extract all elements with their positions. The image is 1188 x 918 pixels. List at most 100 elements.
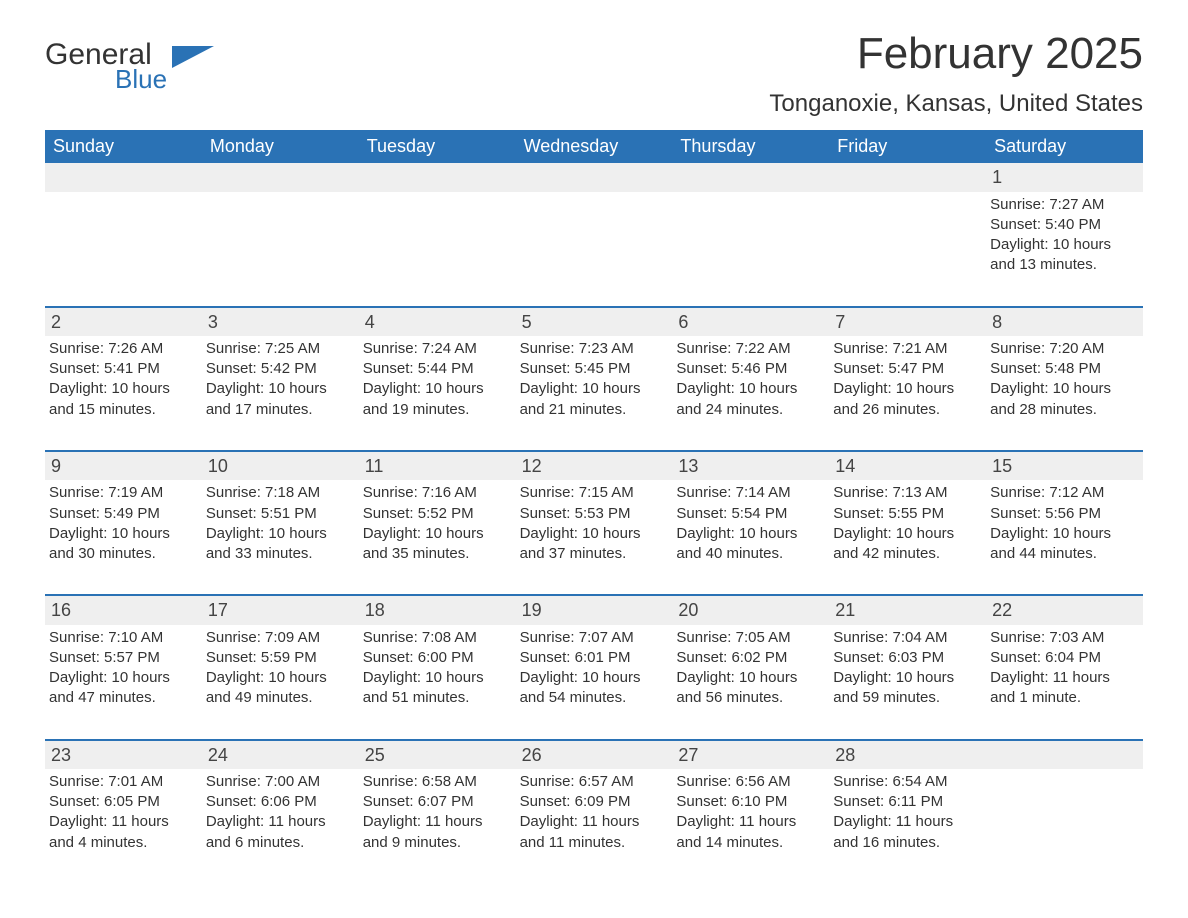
day2-line: and 37 minutes. [520,544,667,564]
sunrise-line: Sunrise: 7:15 AM [520,483,667,503]
day-cell: 27Sunrise: 6:56 AMSunset: 6:10 PMDayligh… [672,741,829,857]
day2-line: and 15 minutes. [49,400,196,420]
calendar: Sunday Monday Tuesday Wednesday Thursday… [45,130,1143,856]
day2-line: and 13 minutes. [990,255,1137,275]
day2-line: and 47 minutes. [49,688,196,708]
flag-icon [172,46,214,74]
sunset-line: Sunset: 5:54 PM [676,504,823,524]
day-number: 25 [359,741,516,769]
day2-line: and 19 minutes. [363,400,510,420]
day-number: 22 [986,596,1143,624]
day-cell: 25 Sunrise: 6:58 AMSunset: 6:07 PMDayligh… [359,741,516,857]
sunset-line: Sunset: 5:56 PM [990,504,1137,524]
day1-line: Daylight: 10 hours [833,379,980,399]
day2-line: and 4 minutes. [49,833,196,853]
day-cell: 13Sunrise: 7:14 AMSunset: 5:54 PMDayligh… [672,452,829,568]
day-number: 23 [45,741,202,769]
day-number [986,741,1143,769]
day1-line: Daylight: 10 hours [990,379,1137,399]
day1-line: Daylight: 10 hours [990,235,1137,255]
day-cell: 7Sunrise: 7:21 AMSunset: 5:47 PMDaylight… [829,308,986,424]
day-cell: 15Sunrise: 7:12 AMSunset: 5:56 PMDayligh… [986,452,1143,568]
day-number: 4 [359,308,516,336]
weekday-label: Thursday [672,130,829,163]
week-row: 9Sunrise: 7:19 AMSunset: 5:49 PMDaylight… [45,450,1143,568]
day1-line: Daylight: 10 hours [206,668,353,688]
sunrise-line: Sunrise: 7:24 AM [363,339,510,359]
sunset-line: Sunset: 5:44 PM [363,359,510,379]
header: General Blue February 2025 Tonganoxie, K… [45,30,1143,118]
sunset-line: Sunset: 6:10 PM [676,792,823,812]
sunrise-line: Sunrise: 7:14 AM [676,483,823,503]
day2-line: and 54 minutes. [520,688,667,708]
day-cell: 18Sunrise: 7:08 AMSunset: 6:00 PMDayligh… [359,596,516,712]
day-cell: 3Sunrise: 7:25 AMSunset: 5:42 PMDaylight… [202,308,359,424]
day1-line: Daylight: 10 hours [49,379,196,399]
sunrise-line: Sunrise: 7:08 AM [363,628,510,648]
day2-line: and 49 minutes. [206,688,353,708]
day2-line: and 59 minutes. [833,688,980,708]
day-number [829,163,986,191]
weekday-label: Monday [202,130,359,163]
day2-line: and 35 minutes. [363,544,510,564]
day-number: 26 [516,741,673,769]
day-cell: 10Sunrise: 7:18 AMSunset: 5:51 PMDayligh… [202,452,359,568]
sunset-line: Sunset: 6:07 PM [363,792,510,812]
sunset-line: Sunset: 6:01 PM [520,648,667,668]
day-cell: 2Sunrise: 7:26 AMSunset: 5:41 PMDaylight… [45,308,202,424]
day1-line: Daylight: 10 hours [990,524,1137,544]
day1-line: Daylight: 11 hours [363,812,510,832]
day2-line: and 16 minutes. [833,833,980,853]
sunset-line: Sunset: 6:11 PM [833,792,980,812]
day-number [202,163,359,191]
day-cell: 23Sunrise: 7:01 AMSunset: 6:05 PMDayligh… [45,741,202,857]
week-row: 1Sunrise: 7:27 AMSunset: 5:40 PMDaylight… [45,163,1143,279]
sunrise-line: Sunrise: 6:58 AM [363,772,510,792]
day-number: 17 [202,596,359,624]
day-number: 15 [986,452,1143,480]
day-number [516,163,673,191]
sunset-line: Sunset: 5:46 PM [676,359,823,379]
day-cell [986,741,1143,857]
sunrise-line: Sunrise: 7:19 AM [49,483,196,503]
day-number: 16 [45,596,202,624]
day-number: 5 [516,308,673,336]
sunset-line: Sunset: 5:59 PM [206,648,353,668]
sunrise-line: Sunrise: 7:07 AM [520,628,667,648]
day1-line: Daylight: 10 hours [363,668,510,688]
day-number [672,163,829,191]
weekday-label: Sunday [45,130,202,163]
day1-line: Daylight: 11 hours [676,812,823,832]
day-cell: 20Sunrise: 7:05 AMSunset: 6:02 PMDayligh… [672,596,829,712]
sunset-line: Sunset: 6:05 PM [49,792,196,812]
sunset-line: Sunset: 6:00 PM [363,648,510,668]
day-cell: 28Sunrise: 6:54 AMSunset: 6:11 PMDayligh… [829,741,986,857]
day-number: 24 [202,741,359,769]
day-number: 12 [516,452,673,480]
sunrise-line: Sunrise: 7:21 AM [833,339,980,359]
day-cell: 1Sunrise: 7:27 AMSunset: 5:40 PMDaylight… [986,163,1143,279]
sunrise-line: Sunrise: 7:00 AM [206,772,353,792]
day2-line: and 14 minutes. [676,833,823,853]
day-cell: 11Sunrise: 7:16 AMSunset: 5:52 PMDayligh… [359,452,516,568]
day-cell: 17Sunrise: 7:09 AMSunset: 5:59 PMDayligh… [202,596,359,712]
day1-line: Daylight: 11 hours [49,812,196,832]
day1-line: Daylight: 10 hours [676,379,823,399]
sunset-line: Sunset: 6:06 PM [206,792,353,812]
day-number: 21 [829,596,986,624]
day1-line: Daylight: 10 hours [49,524,196,544]
day-number [359,163,516,191]
day2-line: and 24 minutes. [676,400,823,420]
day-number: 9 [45,452,202,480]
sunset-line: Sunset: 6:03 PM [833,648,980,668]
logo: General Blue [45,40,214,92]
day1-line: Daylight: 11 hours [520,812,667,832]
day-cell: 9Sunrise: 7:19 AMSunset: 5:49 PMDaylight… [45,452,202,568]
weekday-row: Sunday Monday Tuesday Wednesday Thursday… [45,130,1143,163]
day1-line: Daylight: 11 hours [990,668,1137,688]
day1-line: Daylight: 10 hours [520,668,667,688]
day-cell: 6Sunrise: 7:22 AMSunset: 5:46 PMDaylight… [672,308,829,424]
day-number [45,163,202,191]
sunrise-line: Sunrise: 7:27 AM [990,195,1137,215]
day2-line: and 42 minutes. [833,544,980,564]
